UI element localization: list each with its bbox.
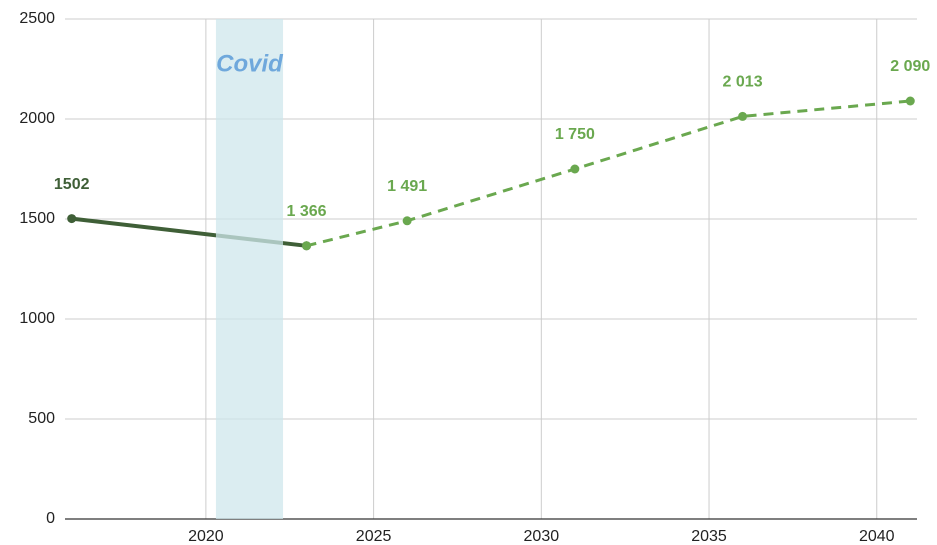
data-label: 1 366 xyxy=(286,203,326,220)
x-tick-label: 2040 xyxy=(859,528,895,545)
covid-band xyxy=(215,19,284,519)
y-tick-label: 1500 xyxy=(19,210,55,227)
y-tick-label: 1000 xyxy=(19,310,55,327)
point xyxy=(302,241,312,251)
data-label: 2 013 xyxy=(723,74,763,91)
point xyxy=(402,216,412,226)
data-label: 1 491 xyxy=(387,178,427,195)
annotation-label: Covid xyxy=(216,50,284,77)
point xyxy=(67,214,77,224)
point xyxy=(905,96,915,106)
point xyxy=(738,111,748,121)
line xyxy=(306,99,911,248)
y-tick-label: 2500 xyxy=(19,10,55,27)
data-label: 1 750 xyxy=(555,126,595,143)
y-tick-label: 0 xyxy=(46,510,55,527)
x-tick-label: 2035 xyxy=(691,528,727,545)
data-label: 2 090 xyxy=(890,58,930,75)
y-tick-label: 2000 xyxy=(19,110,55,127)
point xyxy=(570,164,580,174)
y-tick-label: 500 xyxy=(28,410,55,427)
x-tick-label: 2020 xyxy=(188,528,224,545)
data-label: 1502 xyxy=(54,176,90,193)
x-tick-label: 2025 xyxy=(356,528,392,545)
x-tick-label: 2030 xyxy=(524,528,560,545)
